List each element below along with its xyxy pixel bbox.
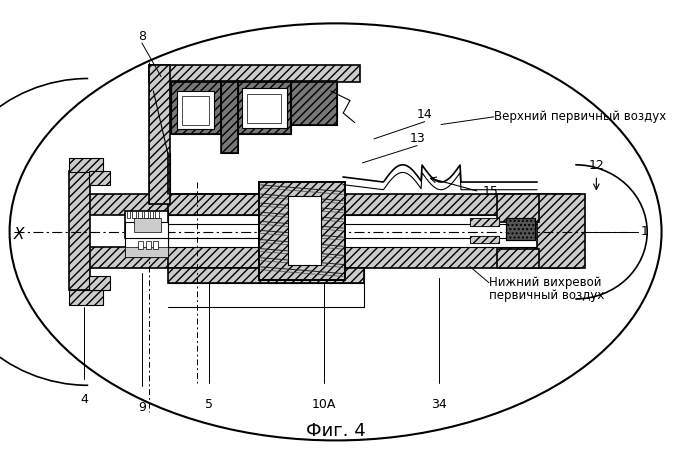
Bar xyxy=(124,222,168,240)
Bar xyxy=(153,241,158,249)
Bar xyxy=(287,196,321,265)
Bar xyxy=(168,247,580,269)
Text: первичный воздух: первичный воздух xyxy=(489,289,605,302)
Bar xyxy=(259,182,345,280)
Bar xyxy=(89,171,110,185)
Bar xyxy=(89,276,110,291)
Text: 10A: 10A xyxy=(312,398,336,411)
Bar xyxy=(247,94,281,123)
Bar xyxy=(291,81,336,124)
Text: 34: 34 xyxy=(431,398,447,411)
Text: 9: 9 xyxy=(138,401,146,414)
Bar xyxy=(470,218,498,226)
Bar xyxy=(242,88,287,129)
Bar xyxy=(145,241,150,249)
Bar xyxy=(168,269,364,283)
Bar xyxy=(171,81,220,134)
Bar xyxy=(144,211,147,218)
Bar xyxy=(506,218,535,240)
Text: 8: 8 xyxy=(138,30,146,43)
Bar xyxy=(69,171,90,291)
Bar xyxy=(124,211,168,238)
Bar xyxy=(69,158,103,173)
Bar xyxy=(149,65,359,82)
Bar xyxy=(470,236,498,243)
Bar xyxy=(537,194,585,269)
Bar xyxy=(182,96,209,124)
Bar xyxy=(259,182,345,280)
Bar xyxy=(506,218,535,240)
Bar xyxy=(470,218,498,226)
Ellipse shape xyxy=(10,23,661,441)
Bar xyxy=(220,81,238,153)
Bar xyxy=(171,81,220,134)
Bar xyxy=(497,194,539,222)
Bar xyxy=(168,238,580,247)
Text: 15: 15 xyxy=(483,185,499,198)
Bar xyxy=(259,182,345,280)
Bar xyxy=(134,218,161,232)
Bar xyxy=(149,65,170,204)
Text: 4: 4 xyxy=(80,393,88,406)
Bar xyxy=(470,236,498,243)
Bar xyxy=(138,241,143,249)
Text: 1: 1 xyxy=(640,225,648,238)
Bar xyxy=(89,194,171,215)
Text: 14: 14 xyxy=(417,108,433,122)
Bar xyxy=(238,81,291,134)
Text: 12: 12 xyxy=(589,159,604,172)
Bar xyxy=(69,291,103,305)
Bar xyxy=(291,81,336,124)
Text: 5: 5 xyxy=(205,398,213,411)
Bar xyxy=(178,91,214,129)
Bar xyxy=(124,238,168,257)
Bar xyxy=(220,81,238,153)
Bar xyxy=(127,211,131,218)
Bar xyxy=(168,215,580,224)
Bar xyxy=(89,247,171,269)
Text: Фиг. 4: Фиг. 4 xyxy=(305,422,366,440)
Bar xyxy=(138,211,142,218)
Text: X: X xyxy=(14,227,24,242)
Bar xyxy=(497,249,539,269)
Bar xyxy=(132,211,136,218)
Bar xyxy=(155,211,159,218)
Bar xyxy=(124,247,168,257)
Text: 13: 13 xyxy=(409,132,425,146)
Bar xyxy=(168,194,580,215)
Text: Верхний первичный воздух: Верхний первичный воздух xyxy=(493,110,666,123)
Text: Нижний вихревой: Нижний вихревой xyxy=(489,276,601,289)
Bar xyxy=(150,211,153,218)
Bar xyxy=(238,81,291,134)
